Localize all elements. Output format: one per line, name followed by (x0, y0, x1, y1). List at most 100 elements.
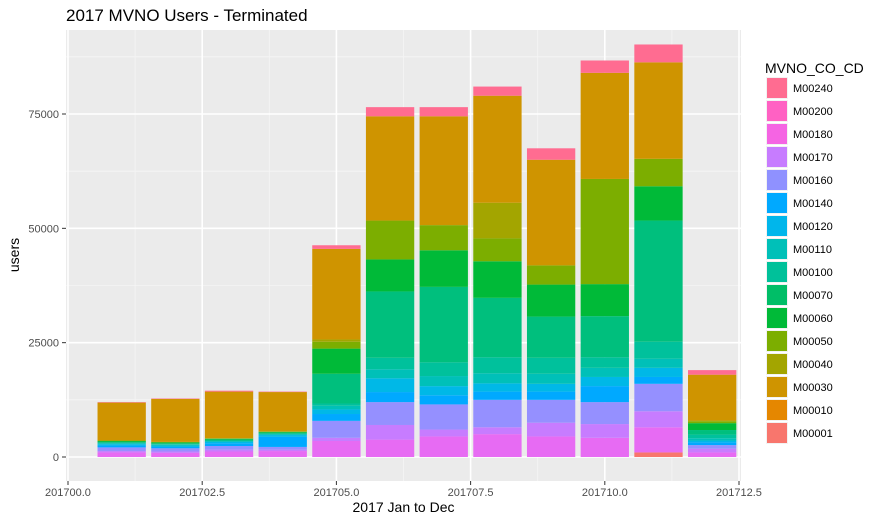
bar-segment-m00060 (580, 284, 629, 317)
bar-segment-m00050 (634, 158, 683, 187)
legend-label: M00120 (793, 221, 833, 233)
bar-segment-m00060 (204, 438, 254, 440)
bar-segment-m00170 (634, 411, 683, 428)
bar-segment-m00120 (258, 435, 307, 437)
bar-segment-m00050 (580, 178, 629, 285)
bar-segment-m00060 (151, 442, 200, 444)
bar-segment-m00110 (419, 376, 468, 387)
bar-segment-m00060 (258, 431, 307, 433)
bar-segment-m00170 (258, 449, 307, 452)
bar-segment-m00140 (258, 436, 307, 447)
bar-segment-m00050 (473, 238, 522, 262)
bar-segment-m00120 (473, 383, 522, 392)
bar-segment-m00030 (580, 72, 629, 179)
bar-segment-m00100 (688, 434, 737, 439)
legend-swatch (767, 216, 787, 236)
bar-segment-m00100 (473, 357, 522, 374)
x-tick-label: 201712.5 (716, 487, 762, 499)
legend-swatch (767, 170, 787, 190)
bar-segment-m00140 (526, 391, 576, 400)
bar-segment-m00110 (312, 405, 361, 410)
bar-segment-m00070 (580, 316, 629, 358)
legend-swatch (767, 101, 787, 121)
bar-segment-m00120 (97, 444, 146, 446)
y-tick-label: 0 (53, 452, 59, 464)
bar-segment-m00140 (419, 395, 468, 405)
legend-label: M00030 (793, 382, 833, 394)
bar-segment-m00240 (419, 107, 468, 117)
bar-segment-m00140 (97, 445, 146, 448)
bar-segment-m00050 (365, 220, 415, 260)
legend-swatch (767, 331, 787, 351)
legend-swatch (767, 239, 787, 259)
bar-segment-m00030 (97, 402, 146, 441)
bar-segment-m00070 (634, 220, 683, 342)
bar-segment-m00170 (419, 429, 468, 437)
bar-segment-m00120 (634, 367, 683, 377)
bar-segment-m00140 (580, 386, 629, 403)
bar-segment-m00060 (473, 261, 522, 298)
bar-segment-m00070 (204, 439, 254, 441)
bar-segment-m00160 (526, 399, 576, 423)
bar-segment-m00100 (526, 357, 576, 374)
bar-segment-m00120 (312, 409, 361, 415)
legend-swatch (767, 124, 787, 144)
bar-segment-m00100 (634, 341, 683, 359)
legend-label: M00001 (793, 428, 833, 440)
x-tick-label: 201707.5 (448, 487, 494, 499)
bar-segment-m00030 (204, 391, 254, 439)
bar-segment-m00180 (312, 440, 361, 457)
bar-segment-m00180 (634, 427, 683, 453)
bar-segment-m00110 (151, 444, 200, 446)
bar-segment-m00140 (473, 391, 522, 400)
bar-segment-m00180 (97, 452, 146, 457)
bar-segment-m00170 (473, 427, 522, 435)
y-tick-label: 75000 (28, 109, 59, 121)
bar-segment-m00170 (312, 437, 361, 441)
bar-segment-m00180 (258, 451, 307, 457)
bar-segment-m00240 (312, 245, 361, 249)
x-axis-title: 2017 Jan to Dec (353, 499, 455, 515)
legend-label: M00140 (793, 198, 833, 210)
bar-segment-m00060 (688, 423, 737, 431)
bar-segment-m00120 (580, 376, 629, 387)
bar-segment-m00120 (365, 378, 415, 393)
bar-segment-m00030 (526, 159, 576, 266)
bar-segment-m00110 (97, 443, 146, 445)
bar-segment-m00240 (526, 148, 576, 160)
legend-swatch (767, 308, 787, 328)
bar-segment-m00140 (688, 442, 737, 446)
bar-segment-m00170 (688, 448, 737, 453)
legend-swatch (767, 285, 787, 305)
bar-segment-m00070 (473, 297, 522, 358)
bar-segment-m00030 (473, 95, 522, 203)
bar-segment-m00160 (312, 420, 361, 438)
legend-swatch (767, 354, 787, 374)
legend-swatch (767, 262, 787, 282)
bar-segment-m00170 (580, 424, 629, 438)
legend: MVNO_CO_CD M00240 M00200 M00180 M00170 M0016… (765, 60, 864, 444)
legend-label: M00180 (793, 129, 833, 141)
legend-swatch (767, 377, 787, 397)
bar-segment-m00180 (473, 434, 522, 457)
legend-title: MVNO_CO_CD (765, 60, 864, 76)
bar-segment-m00160 (688, 445, 737, 449)
legend-label: M00110 (793, 244, 832, 256)
bar-segment-m00070 (365, 291, 415, 358)
bar-segment-m00050 (312, 341, 361, 349)
bar-segment-m00050 (419, 225, 468, 251)
x-tick-label: 201702.5 (179, 487, 225, 499)
bar-segment-m00110 (688, 438, 737, 441)
bar-segment-m00170 (97, 451, 146, 453)
bar-segment-m00160 (473, 399, 522, 428)
legend-label: M00170 (793, 152, 833, 164)
bar-segment-m00100 (419, 362, 468, 377)
x-tick-label: 201705.0 (313, 487, 359, 499)
bar-segment-m00110 (580, 367, 629, 377)
bar-segment-m00110 (204, 440, 254, 442)
bar-segment-m00180 (526, 436, 576, 457)
chart-title: 2017 MVNO Users - Terminated (66, 6, 308, 25)
legend-label: M00060 (793, 313, 833, 325)
bar-segment-m00110 (258, 434, 307, 436)
